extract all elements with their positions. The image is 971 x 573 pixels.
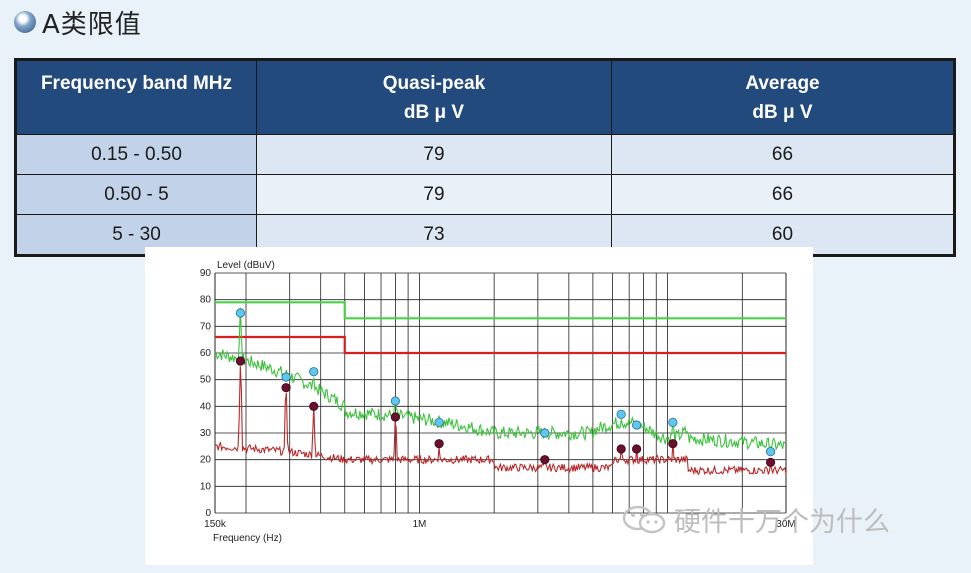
average-marker xyxy=(616,444,626,454)
emission-chart-svg: 0 10 20 30 40 50 60 70 80 90 150k 1M 30M Level (dBuV… xyxy=(200,260,796,544)
column-header-text: Average xyxy=(745,73,820,94)
quasi-peak-marker xyxy=(281,372,291,382)
column-header-band: Frequency band MHz xyxy=(15,59,257,135)
peak-markers xyxy=(235,308,776,467)
average-marker xyxy=(631,444,642,454)
quasi-peak-marker xyxy=(616,409,626,419)
column-header-average: Average dB μ V xyxy=(611,59,955,135)
quasi-peak-marker xyxy=(390,396,401,406)
x-tick-label: 150k xyxy=(204,519,227,530)
y-tick-label: 50 xyxy=(200,375,212,386)
y-tick-label: 90 xyxy=(200,268,212,279)
y-tick-label: 10 xyxy=(200,481,212,492)
y-tick-label: 80 xyxy=(200,295,212,306)
y-tick-label: 30 xyxy=(200,428,212,439)
table-row: 0.15 - 0.50 79 66 xyxy=(15,134,955,175)
section-header: A类限值 xyxy=(14,4,142,40)
average-marker xyxy=(390,412,401,422)
quasi-peak-trace xyxy=(214,307,787,452)
y-axis-label: Level (dBuV) xyxy=(217,260,275,271)
average-marker xyxy=(235,356,246,366)
limit-lines xyxy=(215,301,786,355)
measurement-traces xyxy=(214,307,787,476)
band-cell: 0.15 - 0.50 xyxy=(15,134,257,175)
table-row: 5 - 30 73 60 xyxy=(15,214,955,256)
chart-axes: 0 10 20 30 40 50 60 70 80 90 150k 1M 30M xyxy=(200,268,796,530)
average-marker xyxy=(668,439,678,449)
limits-table: Frequency band MHz Quasi-peak dB μ V Ave… xyxy=(14,58,956,257)
watermark: 硬件十万个为什么 xyxy=(622,500,890,539)
x-tick-label: 30M xyxy=(776,519,795,530)
x-axis-label: Frequency (Hz) xyxy=(213,533,282,544)
bullet-icon xyxy=(14,11,36,33)
column-header-quasi-peak: Quasi-peak dB μ V xyxy=(256,59,612,135)
band-cell: 0.50 - 5 xyxy=(15,174,257,215)
column-header-text: Quasi-peak xyxy=(382,73,486,94)
quasi-peak-marker xyxy=(235,308,246,318)
average-marker xyxy=(765,457,776,467)
quasi-peak-cell: 79 xyxy=(256,134,612,175)
average-cell: 66 xyxy=(611,134,955,175)
table-header-row: Frequency band MHz Quasi-peak dB μ V Ave… xyxy=(15,59,955,135)
quasi-peak-cell: 79 xyxy=(256,174,612,215)
quasi-peak-marker xyxy=(668,417,678,427)
average-cell: 66 xyxy=(611,174,955,215)
quasi-peak-marker xyxy=(631,420,642,430)
column-header-text: Frequency band MHz xyxy=(40,73,233,94)
band-cell: 5 - 30 xyxy=(15,214,257,256)
table-row: 0.50 - 5 79 66 xyxy=(15,174,955,215)
average-trace xyxy=(214,366,787,476)
y-tick-label: 0 xyxy=(205,508,211,519)
y-tick-label: 20 xyxy=(200,455,212,466)
y-tick-label: 70 xyxy=(200,321,212,332)
average-marker xyxy=(434,439,444,449)
emission-chart: 0 10 20 30 40 50 60 70 80 90 150k 1M 30M Level (dBuV… xyxy=(145,247,813,565)
limit-line-quasi-peak xyxy=(215,301,786,320)
average-marker xyxy=(309,401,319,411)
average-marker xyxy=(281,383,291,393)
column-header-unit: dB μ V xyxy=(403,102,465,123)
limit-line-average xyxy=(215,335,786,355)
watermark-text: 硬件十万个为什么 xyxy=(674,507,890,538)
y-tick-label: 60 xyxy=(200,348,212,359)
x-tick-label: 1M xyxy=(412,519,426,530)
wechat-icon xyxy=(622,505,666,535)
page-title: A类限值 xyxy=(42,9,142,40)
quasi-peak-marker xyxy=(434,417,444,427)
average-marker xyxy=(540,455,550,465)
quasi-peak-marker xyxy=(309,367,319,377)
y-tick-label: 40 xyxy=(200,401,212,412)
chart-grid xyxy=(214,272,787,514)
quasi-peak-marker xyxy=(540,428,550,438)
column-header-unit: dB μ V xyxy=(752,102,813,123)
quasi-peak-marker xyxy=(765,447,776,457)
